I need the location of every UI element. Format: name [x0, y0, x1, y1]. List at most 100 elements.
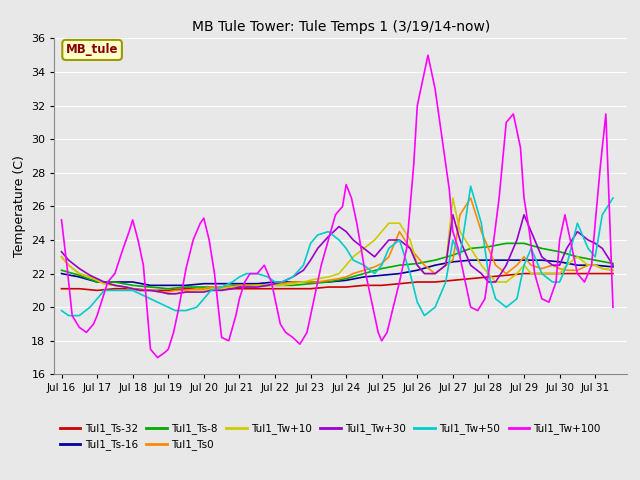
- Tul1_Tw+30: [58, 249, 65, 254]
- Tul1_Ts-8: [289, 282, 296, 288]
- Tul1_Ts-8: [609, 261, 617, 266]
- Tul1_Tw+100: [484, 271, 492, 276]
- Tul1_Ts-32: [271, 286, 279, 291]
- Line: Tul1_Ts-32: Tul1_Ts-32: [61, 274, 613, 290]
- Tul1_Tw+100: [205, 237, 213, 243]
- Tul1_Ts-32: [396, 281, 403, 287]
- Tul1_Ts0: [324, 277, 332, 283]
- Tul1_Ts-8: [164, 286, 172, 291]
- Tul1_Tw+30: [456, 237, 464, 243]
- Tul1_Ts-32: [431, 279, 439, 285]
- Tul1_Ts-16: [200, 281, 207, 287]
- Tul1_Ts-8: [236, 282, 243, 288]
- Line: Tul1_Ts-16: Tul1_Ts-16: [61, 260, 613, 285]
- Tul1_Ts-32: [449, 277, 457, 283]
- Tul1_Ts-16: [218, 281, 225, 287]
- Tul1_Tw+100: [276, 321, 284, 327]
- Tul1_Ts-32: [467, 276, 474, 281]
- Tul1_Ts0: [342, 274, 350, 280]
- Line: Tul1_Tw+10: Tul1_Tw+10: [61, 198, 613, 294]
- Tul1_Ts-16: [449, 259, 457, 265]
- Tul1_Ts-8: [378, 265, 385, 271]
- Tul1_Ts-16: [342, 277, 350, 283]
- Tul1_Tw+50: [609, 195, 617, 201]
- Tul1_Ts-32: [236, 286, 243, 291]
- Tul1_Ts-16: [502, 257, 510, 263]
- Tul1_Ts-8: [111, 279, 119, 285]
- Tul1_Ts-16: [93, 279, 101, 285]
- Tul1_Tw+10: [218, 286, 225, 291]
- Tul1_Ts-32: [502, 273, 510, 278]
- Tul1_Ts-16: [271, 279, 279, 285]
- Tul1_Ts-16: [129, 279, 136, 285]
- Tul1_Tw+30: [449, 212, 457, 217]
- Tul1_Ts0: [449, 257, 457, 263]
- Tul1_Tw+50: [218, 284, 225, 290]
- Tul1_Ts-8: [431, 257, 439, 263]
- Tul1_Ts0: [157, 289, 165, 295]
- Tul1_Ts-16: [538, 257, 546, 263]
- Tul1_Tw+50: [449, 237, 457, 243]
- Tul1_Ts0: [467, 195, 474, 201]
- Tul1_Ts-32: [129, 286, 136, 291]
- Line: Tul1_Tw+50: Tul1_Tw+50: [61, 186, 613, 316]
- Tul1_Ts-32: [218, 286, 225, 291]
- Tul1_Tw+10: [609, 267, 617, 273]
- Tul1_Ts-8: [449, 252, 457, 258]
- Tul1_Ts-16: [58, 271, 65, 276]
- Tul1_Ts-8: [129, 282, 136, 288]
- Tul1_Ts-8: [218, 284, 225, 290]
- Tul1_Ts-8: [591, 257, 599, 263]
- Tul1_Ts-8: [307, 281, 314, 287]
- Line: Tul1_Tw+100: Tul1_Tw+100: [61, 55, 613, 358]
- Title: MB Tule Tower: Tule Temps 1 (3/19/14-now): MB Tule Tower: Tule Temps 1 (3/19/14-now…: [191, 21, 490, 35]
- Tul1_Ts-8: [467, 246, 474, 252]
- Tul1_Ts-16: [467, 257, 474, 263]
- Tul1_Ts-8: [253, 282, 261, 288]
- Tul1_Ts-32: [289, 286, 296, 291]
- Tul1_Ts-8: [271, 282, 279, 288]
- Tul1_Ts-8: [76, 273, 83, 278]
- Tul1_Tw+10: [598, 265, 606, 271]
- Tul1_Ts-16: [378, 273, 385, 278]
- Tul1_Ts-32: [573, 271, 581, 276]
- Tul1_Ts-32: [556, 271, 563, 276]
- Tul1_Ts0: [236, 282, 243, 288]
- Legend: Tul1_Ts-32, Tul1_Ts-16, Tul1_Ts-8, Tul1_Ts0, Tul1_Tw+10, Tul1_Tw+30, Tul1_Tw+50,: Tul1_Ts-32, Tul1_Ts-16, Tul1_Ts-8, Tul1_…: [60, 423, 601, 450]
- Line: Tul1_Ts0: Tul1_Ts0: [61, 198, 613, 292]
- Tul1_Ts0: [58, 254, 65, 260]
- Tul1_Tw+10: [324, 274, 332, 280]
- Tul1_Ts-32: [76, 286, 83, 291]
- Tul1_Tw+100: [396, 279, 403, 285]
- Tul1_Ts-8: [396, 262, 403, 268]
- Tul1_Tw+100: [161, 349, 168, 355]
- Tul1_Tw+10: [456, 229, 464, 235]
- Tul1_Ts-32: [147, 288, 154, 293]
- Text: MB_tule: MB_tule: [66, 44, 118, 57]
- Tul1_Ts-8: [502, 240, 510, 246]
- Tul1_Ts-32: [520, 271, 528, 276]
- Tul1_Tw+100: [424, 52, 432, 58]
- Tul1_Ts-32: [378, 282, 385, 288]
- Tul1_Ts-16: [76, 274, 83, 280]
- Tul1_Ts-32: [324, 284, 332, 290]
- Tul1_Tw+100: [154, 355, 161, 360]
- Tul1_Ts-8: [484, 244, 492, 250]
- Tul1_Ts-32: [360, 282, 368, 288]
- Tul1_Ts-32: [307, 286, 314, 291]
- Tul1_Ts-16: [307, 279, 314, 285]
- Tul1_Tw+30: [236, 284, 243, 290]
- Tul1_Ts-32: [591, 271, 599, 276]
- Tul1_Ts-16: [111, 279, 119, 285]
- Tul1_Ts-16: [396, 271, 403, 276]
- Y-axis label: Temperature (C): Temperature (C): [13, 156, 26, 257]
- Tul1_Ts-8: [556, 249, 563, 254]
- Tul1_Ts-8: [182, 284, 190, 290]
- Tul1_Ts-8: [58, 267, 65, 273]
- Tul1_Tw+50: [324, 229, 332, 235]
- Tul1_Tw+10: [342, 262, 350, 268]
- Tul1_Ts-32: [93, 288, 101, 293]
- Tul1_Tw+100: [609, 304, 617, 310]
- Tul1_Ts-16: [253, 281, 261, 287]
- Tul1_Ts-8: [573, 254, 581, 260]
